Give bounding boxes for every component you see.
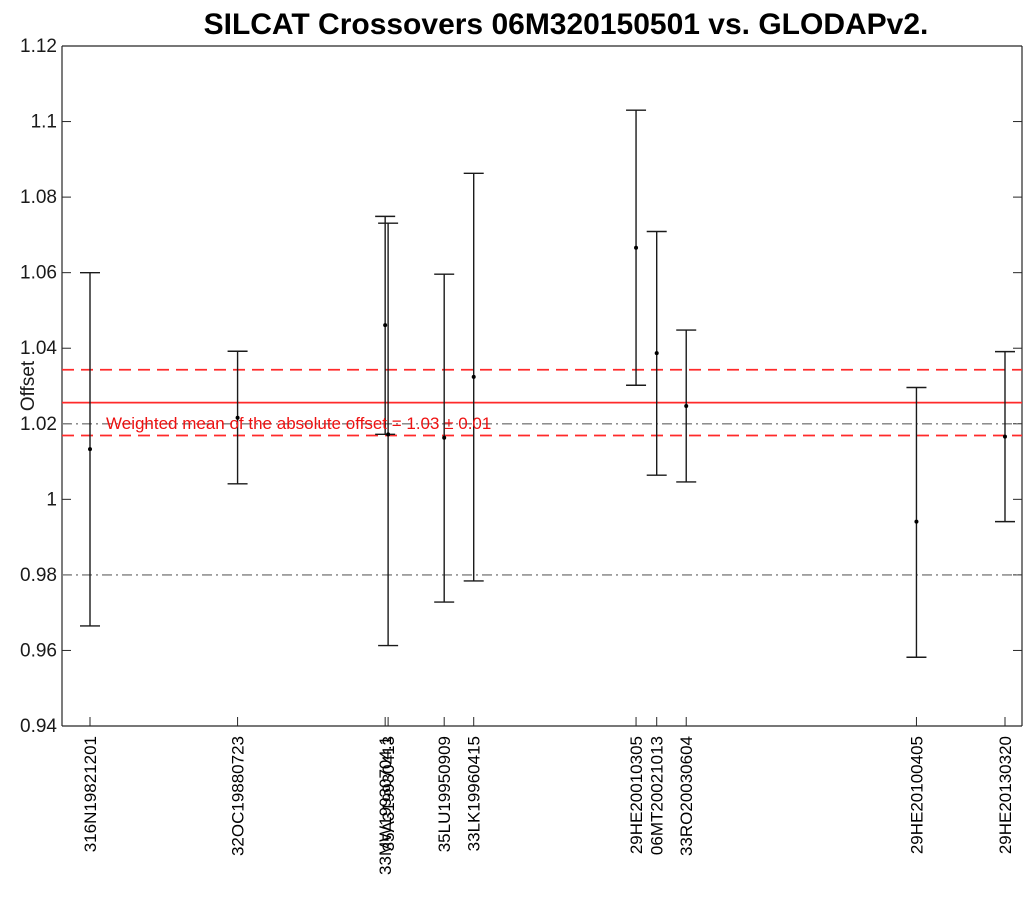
x-tick-label: 06MT20021013 bbox=[648, 736, 667, 855]
data-point bbox=[634, 245, 639, 250]
y-tick-label: 1.06 bbox=[20, 263, 57, 284]
data-point bbox=[383, 323, 388, 328]
data-point bbox=[654, 351, 659, 356]
data-point bbox=[914, 519, 919, 524]
x-tick-label: 35LU19950909 bbox=[435, 736, 454, 852]
data-point bbox=[386, 432, 391, 437]
x-tick-label: 33MW19930704.1 bbox=[376, 736, 395, 875]
weighted-mean-annotation: Weighted mean of the absolute offset = 1… bbox=[106, 414, 491, 433]
y-tick-label: 1.1 bbox=[31, 112, 57, 133]
data-point bbox=[684, 404, 689, 409]
data-point bbox=[442, 435, 447, 440]
tick-labels: 0.94 0.96 0.98 1 1.02 1.04 1.06 1.08 1.1 1.12 316N… bbox=[20, 36, 1015, 875]
axes bbox=[61, 45, 1023, 727]
data-point bbox=[88, 447, 92, 452]
x-tick-label: 33RO20030604 bbox=[677, 736, 696, 856]
y-axis-label: Offset bbox=[18, 360, 39, 411]
y-tick-label: 0.98 bbox=[20, 565, 57, 586]
data-point bbox=[471, 374, 476, 379]
data-point bbox=[1002, 434, 1007, 439]
data-point bbox=[235, 415, 240, 420]
reference-lines bbox=[62, 368, 1022, 576]
chart-title: SILCAT Crossovers 06M320150501 vs. GLODA… bbox=[204, 8, 929, 41]
y-tick-label: 1.04 bbox=[20, 338, 57, 359]
y-tick-label: 0.96 bbox=[20, 640, 57, 661]
x-tick-label: 29HE20130320 bbox=[996, 736, 1015, 854]
x-tick-label: 33LK19960415 bbox=[465, 736, 484, 851]
x-tick-label: 32OC19880723 bbox=[229, 736, 248, 856]
x-tick-label: 316N19821201 bbox=[81, 736, 100, 852]
y-tick-label: 1 bbox=[46, 489, 57, 510]
y-tick-label: 1.12 bbox=[20, 36, 57, 57]
y-tick-label: 0.94 bbox=[20, 716, 57, 737]
y-tick-label: 1.08 bbox=[20, 187, 57, 208]
x-tick-label: 29HE20010305 bbox=[627, 736, 646, 854]
x-tick-label: 29HE20100405 bbox=[907, 736, 926, 854]
x-tick-label: 35A319930413 bbox=[379, 736, 398, 851]
error-bars bbox=[80, 109, 1015, 658]
y-tick-label: 1.02 bbox=[20, 414, 57, 435]
